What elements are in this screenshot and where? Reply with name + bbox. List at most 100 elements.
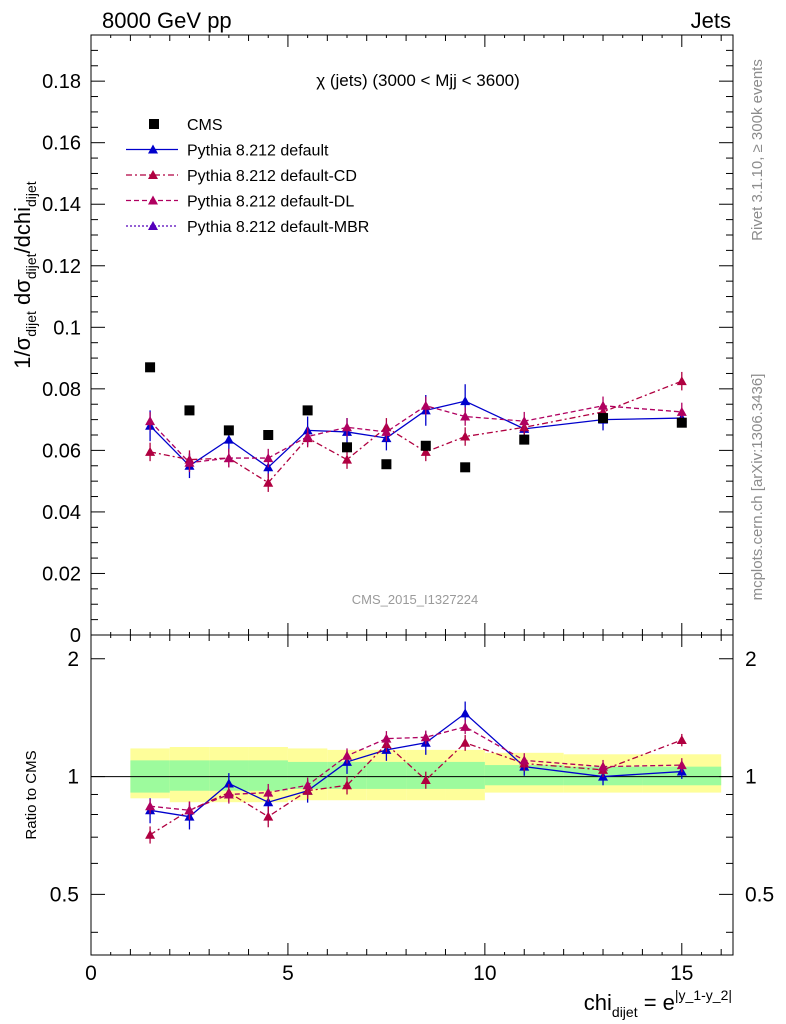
series-2-point xyxy=(420,446,431,456)
ratio-band-inner xyxy=(366,761,407,789)
legend-entry: Pythia 8.212 default-CD xyxy=(126,168,357,185)
axis-tick-labels: 0 5 10 15 0 0.02 0.04 0.06 0.08 0.1 0.12 0.14 0.16 0.… xyxy=(42,71,774,985)
legend-marker-square xyxy=(149,119,159,129)
ratio-tick-label-right: 2 xyxy=(745,648,757,671)
series-3-point xyxy=(145,416,156,426)
legend-entry: Pythia 8.212 default-MBR xyxy=(126,219,369,236)
series-3-ratio-point xyxy=(519,755,530,765)
series-3-ratio-point xyxy=(460,721,471,731)
cms-data-point xyxy=(598,413,609,424)
ratio-tick-label: 0.5 xyxy=(50,883,79,906)
series-3-ratio-point xyxy=(263,787,274,797)
x-axis-label: chidijet = e|y_1-y_2| xyxy=(584,987,732,1020)
series-2-ratio-point xyxy=(460,737,471,747)
y-tick-label: 0.08 xyxy=(42,379,81,401)
series-2-point xyxy=(676,376,687,386)
legend-marker-triangle xyxy=(148,144,158,154)
legend-marker-triangle xyxy=(148,221,158,230)
cms-data-point xyxy=(184,405,195,416)
y-tick-label: 0.16 xyxy=(42,133,81,155)
series-1-point xyxy=(223,434,234,444)
series-3-point xyxy=(519,416,530,426)
legend-entry: Pythia 8.212 default xyxy=(126,143,329,160)
series-3-ratio-point xyxy=(342,750,353,760)
cms-data-point xyxy=(519,434,530,445)
cms-data-point xyxy=(676,417,687,428)
ratio-series-layer xyxy=(145,701,687,844)
x-tick-label: 0 xyxy=(85,962,97,985)
legend-label: CMS xyxy=(187,117,223,134)
series-3-point xyxy=(342,422,353,432)
series-3-ratio-point xyxy=(598,761,609,771)
series-3-ratio-point xyxy=(184,805,195,815)
series-2-point xyxy=(460,431,471,441)
cms-data-point xyxy=(460,462,471,473)
x-tick-label: 5 xyxy=(282,962,294,985)
ratio-tick-label: 2 xyxy=(67,648,79,671)
y-tick-label: 0.02 xyxy=(42,563,81,585)
ratio-tick-label: 1 xyxy=(67,766,79,789)
legend-entry: CMS xyxy=(149,117,223,134)
legend: CMS Pythia 8.212 default Pythia 8.212 defa… xyxy=(126,117,369,236)
series-1-ratio-line xyxy=(149,712,682,818)
y-tick-label: 0.14 xyxy=(42,194,81,216)
series-3-ratio-point xyxy=(223,789,234,799)
series-3-point xyxy=(676,406,687,416)
series-3-point xyxy=(223,453,234,463)
header-left-label: 8000 GeV pp xyxy=(102,8,232,33)
series-2-ratio-point xyxy=(342,780,353,790)
series-1-ratio-point xyxy=(460,708,471,718)
plot-title: χ (jets) (3000 < Mjj < 3600) xyxy=(316,71,520,90)
series-2-ratio-point xyxy=(263,811,274,821)
analysis-watermark: CMS_2015_I1327224 xyxy=(352,592,479,607)
cms-data-point xyxy=(381,459,392,470)
cms-data-point xyxy=(302,405,313,416)
series-3-ratio-point xyxy=(420,732,431,742)
series-3-point xyxy=(381,426,392,436)
y-axis-label: 1/σdijet dσdijet/dchidijet xyxy=(10,181,39,369)
series-3-ratio-point xyxy=(145,801,156,811)
series-2-point xyxy=(145,446,156,456)
x-tick-label: 10 xyxy=(473,962,496,985)
ratio-tick-label-right: 0.5 xyxy=(745,883,774,906)
series-2-ratio-point xyxy=(420,774,431,784)
series-3-ratio-point xyxy=(381,733,392,743)
axis-ticks xyxy=(90,35,733,955)
ratio-plot-frame xyxy=(90,634,734,956)
legend-label: Pythia 8.212 default-DL xyxy=(187,194,354,211)
cms-data-point xyxy=(145,362,156,373)
cms-data-point xyxy=(223,425,234,436)
series-2-ratio-line xyxy=(149,739,683,836)
y-tick-label: 0.18 xyxy=(42,71,81,93)
mcplots-reference-label: mcplots.cern.ch [arXiv:1306.3436] xyxy=(749,374,766,601)
y-tick-label: 0.04 xyxy=(42,502,81,524)
series-3-ratio-line xyxy=(150,726,682,811)
ratio-band-inner xyxy=(445,761,485,789)
header-right-label: Jets xyxy=(690,8,731,33)
y-tick-label: 0.1 xyxy=(53,317,81,339)
series-3-point xyxy=(302,431,313,441)
legend-marker-triangle xyxy=(148,195,158,205)
series-1-ratio-point xyxy=(223,778,234,788)
ratio-axis-label: Ratio to CMS xyxy=(23,750,40,839)
series-3-point xyxy=(184,457,195,467)
legend-entry: Pythia 8.212 default-DL xyxy=(126,194,354,211)
series-1-line xyxy=(149,400,682,469)
ratio-band-inner xyxy=(169,760,210,791)
series-3-line xyxy=(149,405,682,464)
y-tick-label: 0.06 xyxy=(42,440,81,462)
series-1-point xyxy=(460,396,471,406)
cms-data-point xyxy=(263,430,274,440)
series-3-point xyxy=(460,411,471,421)
series-2-ratio-point xyxy=(145,829,156,839)
rivet-version-label: Rivet 3.1.10, ≥ 300k events xyxy=(749,59,766,241)
svg-text:1/σdijet dσdijet/dchidijet: 1/σdijet dσdijet/dchidijet xyxy=(10,181,39,369)
series-3-ratio-point xyxy=(302,780,313,790)
series-3-ratio-point xyxy=(676,760,687,770)
y-tick-label: 0.12 xyxy=(42,256,81,278)
legend-label: Pythia 8.212 default-CD xyxy=(187,168,357,185)
series-3-point xyxy=(420,400,431,410)
series-2-ratio-point xyxy=(676,735,687,745)
x-tick-label: 15 xyxy=(670,962,693,985)
